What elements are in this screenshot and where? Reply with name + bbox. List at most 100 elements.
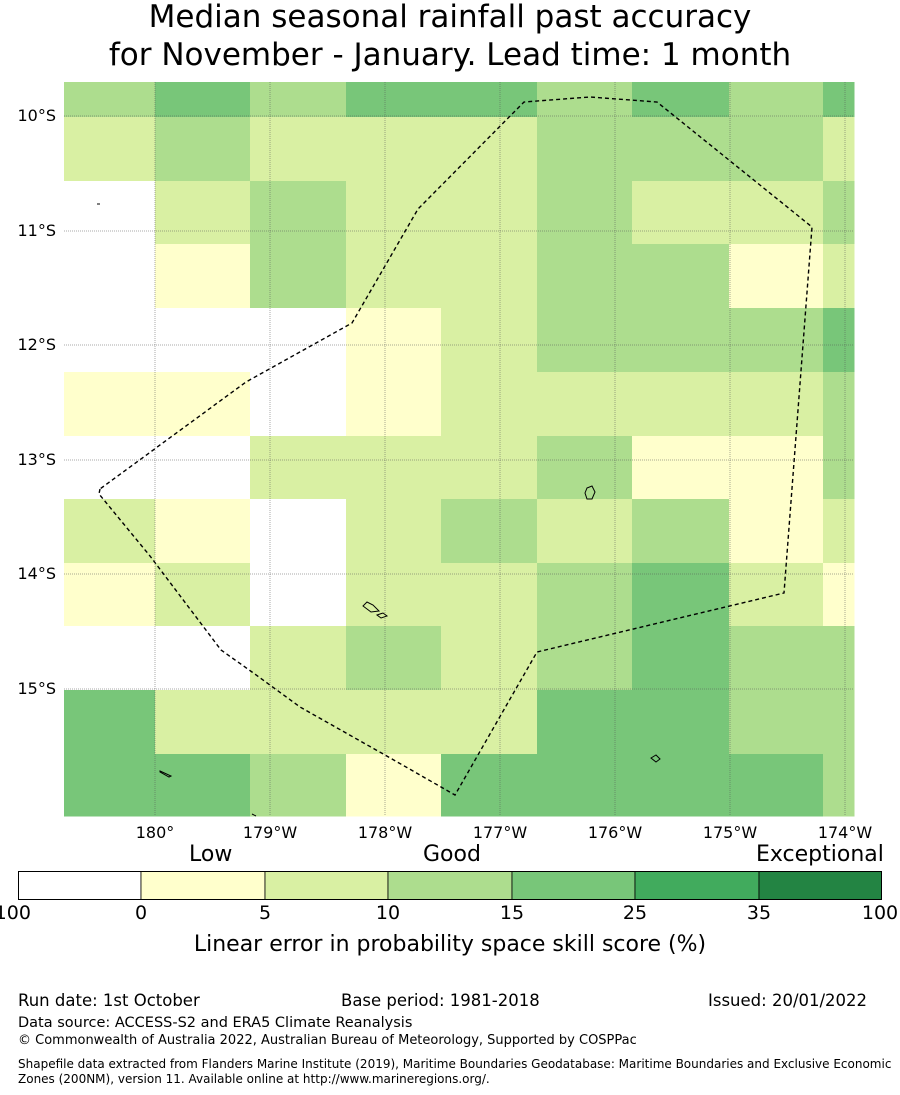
grid-cell — [823, 117, 855, 182]
grid-cell — [155, 181, 251, 245]
colorbar-bin — [511, 871, 636, 900]
grid-cells — [64, 82, 855, 817]
grid-cell — [537, 308, 633, 373]
grid-cell — [155, 244, 251, 309]
grid-cell — [537, 754, 633, 817]
colorbar-tick: 25 — [622, 902, 648, 924]
colorbar-tick: 5 — [258, 902, 272, 924]
grid-cell — [441, 436, 538, 500]
grid-cell — [632, 82, 730, 118]
grid-cell — [346, 690, 442, 755]
chart-title-line-2: for November - January. Lead time: 1 mon… — [108, 37, 792, 73]
lon-label-176w: 176°W — [588, 823, 643, 840]
lat-label-11s: 11°S — [17, 221, 56, 240]
grid-cell — [155, 690, 251, 755]
grid-cell — [537, 181, 633, 245]
colorbar-bin — [758, 871, 882, 900]
island-shape — [251, 813, 257, 817]
grid-cell — [729, 82, 824, 118]
colorbar-category-good: Good — [423, 842, 481, 867]
grid-cell — [155, 754, 251, 817]
grid-cell — [729, 372, 824, 437]
grid-cell — [64, 82, 156, 118]
grid-cell — [155, 308, 251, 373]
grid-cell — [537, 372, 633, 437]
grid-cell — [441, 117, 538, 182]
island-shape — [650, 754, 661, 763]
grid-cell — [632, 499, 730, 564]
colorbar-tick: 15 — [499, 902, 525, 924]
colorbar-bin — [18, 871, 142, 900]
grid-cell — [729, 436, 824, 500]
grid-cell — [632, 308, 730, 373]
grid-cell — [441, 372, 538, 437]
lat-label-13s: 13°S — [17, 450, 56, 469]
grid-cell — [823, 308, 855, 373]
grid-cell — [823, 436, 855, 500]
grid-cell — [823, 82, 855, 118]
grid-cell — [441, 499, 538, 564]
grid-cell — [537, 436, 633, 500]
grid-cell — [537, 499, 633, 564]
grid-cell — [632, 372, 730, 437]
grid-cell — [729, 754, 824, 817]
grid-cell — [823, 372, 855, 437]
base-period: Base period: 1981-2018 — [341, 991, 540, 1010]
grid-cell — [441, 754, 538, 817]
grid-cell — [64, 499, 156, 564]
grid-cell — [64, 436, 156, 500]
rainfall-accuracy-map: 10°S 11°S 12°S 13°S 14°S 15°S 180° 179°W… — [17, 82, 872, 840]
colorbar-bin — [387, 871, 513, 900]
lat-label-10s: 10°S — [17, 106, 56, 125]
lat-label-15s: 15°S — [17, 679, 56, 698]
colorbar-tick: 100 — [861, 902, 899, 924]
colorbar — [18, 871, 882, 900]
grid-cell — [346, 563, 442, 627]
colorbar-tick: 35 — [746, 902, 772, 924]
grid-cell — [155, 436, 251, 500]
grid-cell — [250, 690, 347, 755]
colorbar-tick: 10 — [375, 902, 401, 924]
grid-cell — [64, 117, 156, 182]
lat-label-14s: 14°S — [17, 564, 56, 583]
grid-cell — [155, 499, 251, 564]
grid-cell — [632, 626, 730, 691]
grid-cell — [346, 626, 442, 691]
chart-title-line-1: Median seasonal rainfall past accuracy — [148, 0, 752, 35]
grid-cell — [64, 754, 156, 817]
grid-cell — [537, 626, 633, 691]
shapefile-credit: Shapefile data extracted from Flanders M… — [18, 1057, 892, 1086]
grid-cell — [729, 181, 824, 245]
grid-cell — [823, 244, 855, 309]
issued-date: Issued: 20/01/2022 — [708, 991, 868, 1010]
lat-label-12s: 12°S — [17, 335, 56, 354]
grid-cell — [346, 82, 442, 118]
grid-cell — [823, 754, 855, 817]
eez-boundary — [98, 96, 813, 796]
graticule-lines — [64, 82, 854, 816]
grid-cell — [64, 244, 156, 309]
grid-cell — [64, 372, 156, 437]
colorbar-tick: 0 — [134, 902, 148, 924]
grid-cell — [729, 690, 824, 755]
island-shape — [584, 485, 596, 500]
grid-cell — [441, 626, 538, 691]
grid-cell — [250, 181, 347, 245]
grid-cell — [441, 244, 538, 309]
grid-cell — [64, 563, 156, 627]
island-shape — [362, 601, 381, 613]
grid-cell — [632, 244, 730, 309]
grid-cell — [537, 690, 633, 755]
grid-cell — [632, 563, 730, 627]
island-shape — [375, 612, 389, 619]
grid-cell — [64, 626, 156, 691]
grid-cell — [823, 563, 855, 627]
grid-cell — [537, 117, 633, 182]
grid-cell — [346, 308, 442, 373]
grid-cell — [250, 117, 347, 182]
lon-label-179w: 179°W — [243, 823, 298, 840]
grid-cell — [250, 499, 347, 564]
grid-cell — [346, 436, 442, 500]
grid-cell — [64, 690, 156, 755]
grid-cell — [823, 690, 855, 755]
